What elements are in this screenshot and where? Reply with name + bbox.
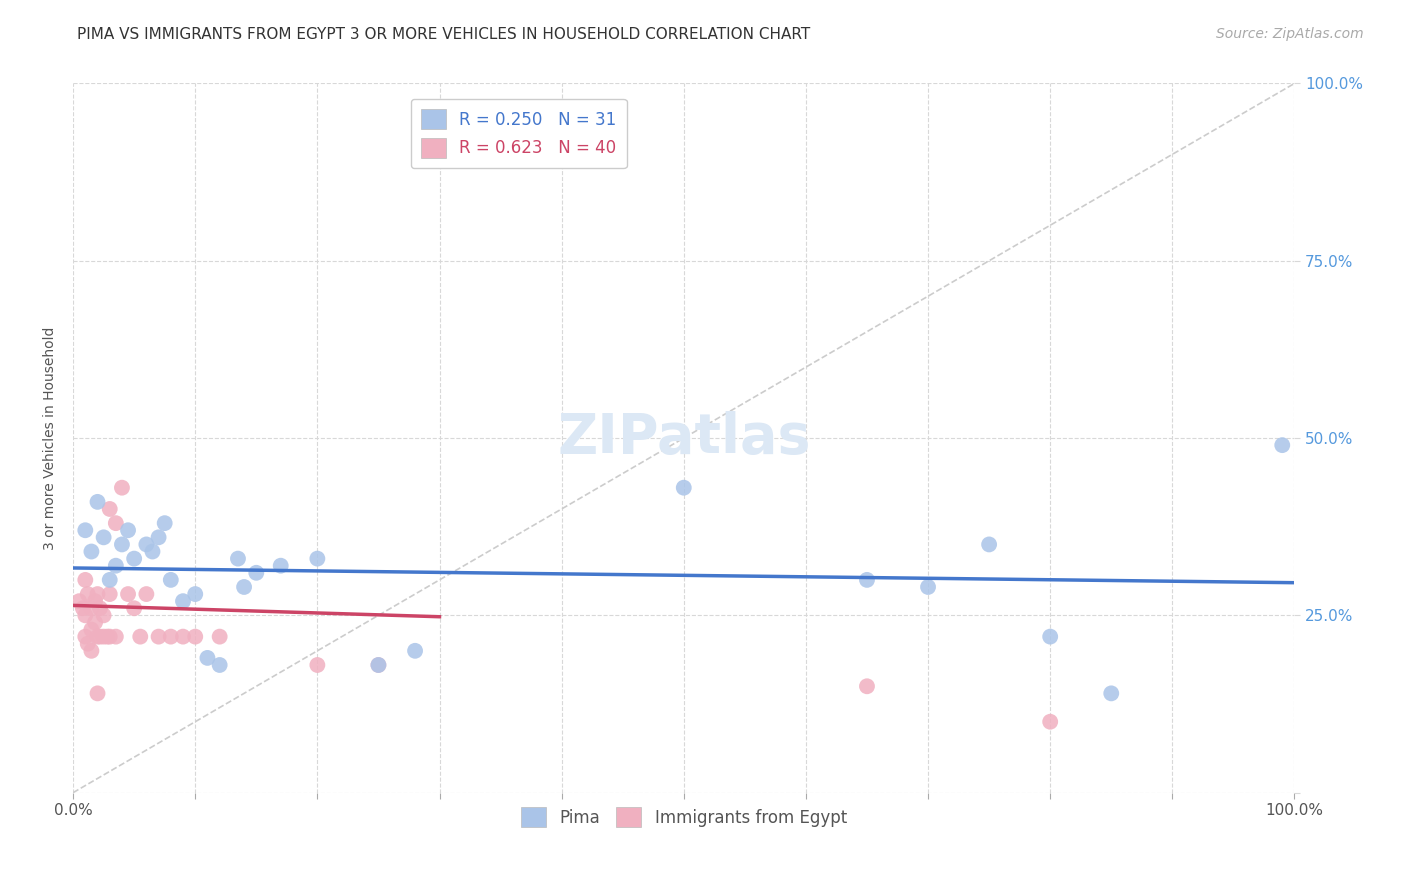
Point bbox=[233, 580, 256, 594]
Point bbox=[98, 587, 121, 601]
Point bbox=[80, 544, 103, 558]
Point bbox=[270, 558, 292, 573]
Point bbox=[129, 630, 152, 644]
Point bbox=[93, 530, 115, 544]
Point bbox=[89, 601, 111, 615]
Point bbox=[93, 630, 115, 644]
Text: PIMA VS IMMIGRANTS FROM EGYPT 3 OR MORE VEHICLES IN HOUSEHOLD CORRELATION CHART: PIMA VS IMMIGRANTS FROM EGYPT 3 OR MORE … bbox=[77, 27, 811, 42]
Point bbox=[197, 651, 219, 665]
Point bbox=[98, 630, 121, 644]
Point bbox=[93, 608, 115, 623]
Point bbox=[367, 658, 389, 673]
Point bbox=[172, 630, 194, 644]
Point bbox=[1039, 714, 1062, 729]
Point bbox=[84, 594, 107, 608]
Point bbox=[148, 630, 170, 644]
Point bbox=[76, 637, 98, 651]
Text: Source: ZipAtlas.com: Source: ZipAtlas.com bbox=[1216, 27, 1364, 41]
Point bbox=[917, 580, 939, 594]
Point bbox=[104, 630, 127, 644]
Point bbox=[96, 630, 118, 644]
Point bbox=[122, 601, 145, 615]
Point bbox=[208, 658, 231, 673]
Point bbox=[404, 644, 426, 658]
Legend: Pima, Immigrants from Egypt: Pima, Immigrants from Egypt bbox=[515, 800, 853, 834]
Point bbox=[80, 644, 103, 658]
Point bbox=[86, 495, 108, 509]
Point bbox=[307, 658, 329, 673]
Point bbox=[135, 587, 157, 601]
Point bbox=[117, 523, 139, 537]
Point bbox=[159, 573, 181, 587]
Point bbox=[80, 623, 103, 637]
Point bbox=[184, 587, 207, 601]
Point bbox=[122, 551, 145, 566]
Point bbox=[111, 481, 134, 495]
Point bbox=[148, 530, 170, 544]
Point bbox=[117, 587, 139, 601]
Point bbox=[208, 630, 231, 644]
Point bbox=[141, 544, 163, 558]
Point bbox=[172, 594, 194, 608]
Point bbox=[1099, 686, 1122, 700]
Point bbox=[111, 537, 134, 551]
Point bbox=[75, 523, 97, 537]
Point bbox=[135, 537, 157, 551]
Point bbox=[76, 587, 98, 601]
Point bbox=[86, 587, 108, 601]
Point bbox=[104, 516, 127, 530]
Point bbox=[429, 147, 451, 161]
Point bbox=[245, 566, 267, 580]
Point bbox=[86, 686, 108, 700]
Point bbox=[226, 551, 249, 566]
Point bbox=[80, 601, 103, 615]
Point bbox=[72, 601, 94, 615]
Point bbox=[367, 658, 389, 673]
Point bbox=[84, 615, 107, 630]
Point bbox=[89, 630, 111, 644]
Point bbox=[1271, 438, 1294, 452]
Point bbox=[672, 481, 695, 495]
Point bbox=[98, 573, 121, 587]
Point bbox=[75, 573, 97, 587]
Point bbox=[856, 573, 879, 587]
Point bbox=[86, 630, 108, 644]
Point bbox=[67, 594, 90, 608]
Point bbox=[856, 679, 879, 693]
Point bbox=[977, 537, 1000, 551]
Point bbox=[104, 558, 127, 573]
Point bbox=[1039, 630, 1062, 644]
Point bbox=[184, 630, 207, 644]
Point bbox=[159, 630, 181, 644]
Y-axis label: 3 or more Vehicles in Household: 3 or more Vehicles in Household bbox=[44, 326, 58, 549]
Point bbox=[307, 551, 329, 566]
Point bbox=[75, 608, 97, 623]
Point bbox=[75, 630, 97, 644]
Text: ZIPatlas: ZIPatlas bbox=[557, 411, 810, 465]
Point bbox=[98, 502, 121, 516]
Point bbox=[153, 516, 176, 530]
